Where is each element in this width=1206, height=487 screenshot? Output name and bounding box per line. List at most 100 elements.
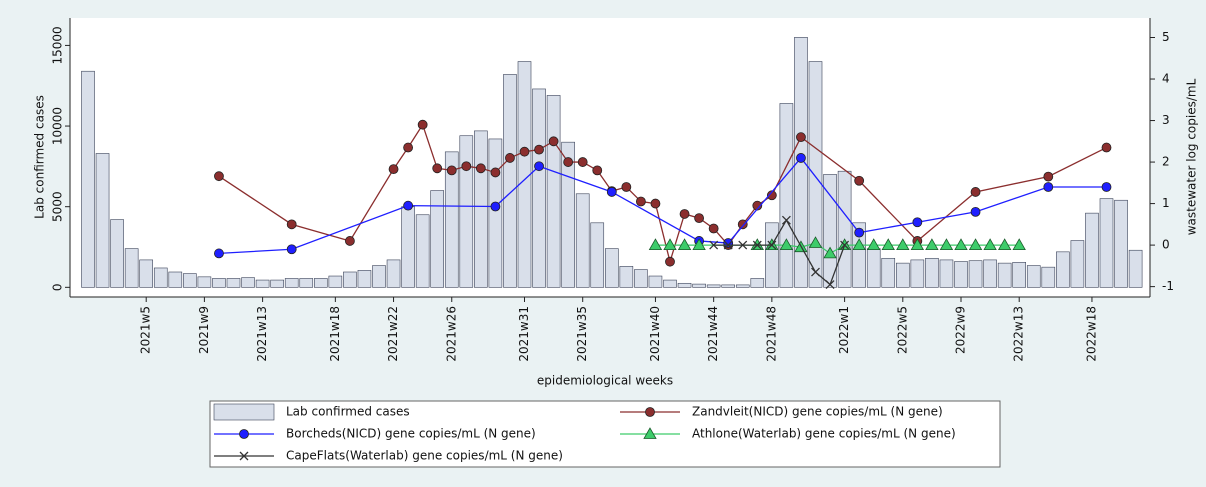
series-marker [475, 163, 486, 174]
bar [779, 103, 794, 288]
bar [590, 222, 605, 288]
bar [313, 278, 328, 288]
bar [866, 248, 881, 288]
y2-tick-label: 2 [1162, 155, 1170, 169]
bar [895, 262, 910, 288]
y2-tick-label: -1 [1162, 279, 1174, 293]
legend-label: Borcheds(NICD) gene copies/mL (N gene) [286, 427, 536, 441]
bar [1012, 262, 1027, 288]
y-tick-label: 10000 [51, 107, 65, 145]
legend-label: Lab confirmed cases [286, 405, 410, 419]
series-marker [1101, 142, 1112, 153]
series-marker [968, 238, 983, 251]
series-marker [723, 240, 733, 250]
x-tick-label: 2021w26 [444, 306, 458, 362]
bar [634, 269, 648, 288]
series-marker [925, 238, 939, 251]
bar [343, 271, 357, 288]
series-marker [912, 217, 923, 228]
series-marker [970, 187, 981, 197]
legend-swatch [213, 403, 275, 421]
series-marker [679, 209, 690, 219]
series-marker [214, 171, 224, 182]
bar [721, 284, 736, 288]
bar [663, 279, 677, 288]
legend-label: Zandvleit(NICD) gene copies/mL (N gene) [692, 405, 943, 419]
series-marker [403, 200, 414, 211]
bar [561, 141, 575, 288]
series-marker [665, 256, 675, 267]
series-marker [563, 157, 574, 167]
series-marker [708, 223, 719, 234]
series-marker [592, 165, 603, 176]
series-marker [779, 238, 794, 251]
x-tick-label: 2022w5 [895, 306, 909, 354]
x-tick-label: 2022w1 [837, 306, 851, 354]
bar [226, 278, 241, 288]
series-marker [1101, 182, 1112, 192]
series-marker [214, 248, 224, 259]
series-marker [881, 238, 895, 251]
x-tick-label: 2022w9 [954, 306, 968, 354]
bar [706, 284, 721, 288]
series-marker [621, 182, 632, 192]
series-marker [286, 244, 297, 255]
x-tick-label: 2021w9 [197, 306, 211, 354]
bar [1041, 266, 1056, 288]
bar [517, 61, 532, 288]
series-marker [954, 238, 968, 251]
series-marker [808, 236, 823, 248]
bar [983, 259, 997, 288]
series-marker [648, 238, 663, 251]
series-marker [577, 157, 588, 167]
bar [997, 262, 1012, 288]
bar [677, 282, 692, 288]
bar [939, 259, 954, 288]
x-tick-label: 2021w44 [706, 306, 720, 362]
bar [139, 259, 153, 288]
bar [925, 257, 939, 288]
series-marker [694, 213, 704, 224]
series-marker [505, 153, 515, 163]
bar [197, 276, 212, 288]
series-marker [752, 200, 763, 211]
bar [881, 257, 896, 288]
series-marker [663, 238, 677, 251]
y2-tick-label: 5 [1162, 30, 1170, 44]
series-marker [752, 240, 762, 250]
series-marker [737, 219, 748, 230]
series-marker [738, 240, 748, 250]
y2-tick-label: 3 [1162, 113, 1170, 127]
series-marker [767, 240, 777, 250]
bar [1085, 212, 1099, 288]
series-marker [534, 161, 544, 172]
bar [1070, 240, 1085, 288]
series-marker [388, 164, 399, 175]
series-marker [1043, 171, 1054, 182]
bar [183, 273, 197, 288]
series-marker [939, 238, 954, 251]
bar [604, 248, 619, 288]
bar [1128, 249, 1143, 288]
bar [430, 190, 445, 288]
bar [459, 135, 474, 288]
bar [401, 206, 415, 288]
series-marker [796, 153, 806, 163]
bar [95, 153, 110, 288]
series-marker [970, 206, 981, 217]
bar [488, 138, 503, 288]
series-marker [286, 219, 297, 230]
series-marker [417, 119, 428, 130]
series-marker [811, 267, 820, 277]
series-marker [825, 280, 835, 290]
bar [386, 259, 401, 288]
series-marker [606, 187, 617, 197]
series-marker [854, 175, 865, 186]
series-marker [344, 236, 355, 246]
series-marker [910, 238, 925, 251]
series-marker [534, 144, 544, 155]
bar [619, 266, 634, 288]
bar [328, 275, 343, 288]
x-axis-title: epidemiological weeks [537, 374, 673, 388]
series-marker [650, 198, 661, 209]
